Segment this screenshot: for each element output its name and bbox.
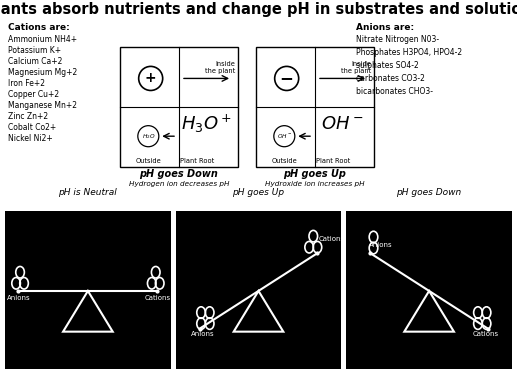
Bar [256, 47, 374, 168]
Title: pH is Neutral: pH is Neutral [58, 188, 117, 197]
Text: Inside
the plant: Inside the plant [205, 61, 235, 75]
Text: Anions: Anions [191, 331, 215, 337]
Text: Magnesium Mg+2: Magnesium Mg+2 [8, 68, 77, 77]
Text: bicarbonates CHO3-: bicarbonates CHO3- [356, 87, 433, 96]
Text: Outside: Outside [135, 158, 161, 165]
Text: Anions: Anions [7, 295, 30, 301]
Text: carbonates CO3-2: carbonates CO3-2 [356, 74, 425, 83]
Bar [120, 47, 238, 168]
Text: $OH^-$: $OH^-$ [321, 115, 363, 133]
Text: Outside: Outside [271, 158, 297, 165]
Text: Ammonium NH4+: Ammonium NH4+ [8, 35, 77, 44]
Text: Plant Root: Plant Root [315, 158, 350, 165]
Text: $OH^-$: $OH^-$ [277, 132, 292, 140]
Title: pH goes Up: pH goes Up [233, 188, 284, 197]
Text: Copper Cu+2: Copper Cu+2 [8, 90, 59, 99]
Text: Hydroxide ion increases pH: Hydroxide ion increases pH [265, 180, 365, 186]
Text: Anions are:: Anions are: [356, 23, 414, 32]
Title: pH goes Down: pH goes Down [397, 188, 462, 197]
Text: Nickel Ni2+: Nickel Ni2+ [8, 134, 53, 144]
Text: Plants absorb nutrients and change pH in substrates and solution: Plants absorb nutrients and change pH in… [0, 2, 517, 17]
Text: $H_3O^+$: $H_3O^+$ [180, 113, 232, 135]
Text: Calcium Ca+2: Calcium Ca+2 [8, 57, 63, 66]
Text: Cations: Cations [319, 236, 345, 242]
Text: Phosphates H3PO4, HPO4-2: Phosphates H3PO4, HPO4-2 [356, 48, 462, 57]
Text: Anions: Anions [369, 242, 393, 248]
Text: Cations: Cations [473, 331, 498, 337]
Text: Potassium K+: Potassium K+ [8, 46, 61, 55]
Text: pH goes Up: pH goes Up [283, 169, 346, 179]
Text: Iron Fe+2: Iron Fe+2 [8, 79, 45, 88]
Text: Hydrogen ion decreases pH: Hydrogen ion decreases pH [129, 180, 229, 186]
Text: Cobalt Co2+: Cobalt Co2+ [8, 123, 56, 132]
Text: pH goes Down: pH goes Down [140, 169, 219, 179]
Text: Inside
the plant: Inside the plant [341, 61, 371, 75]
Text: Cations are:: Cations are: [8, 23, 70, 32]
Text: −: − [280, 69, 294, 87]
Text: Plant Root: Plant Root [179, 158, 214, 165]
Text: Nitrate Nitrogen N03-: Nitrate Nitrogen N03- [356, 35, 439, 44]
Text: Manganese Mn+2: Manganese Mn+2 [8, 101, 77, 110]
Text: $H_2O$: $H_2O$ [142, 132, 155, 141]
Text: Zinc Zn+2: Zinc Zn+2 [8, 112, 48, 121]
Text: Cations: Cations [144, 295, 171, 301]
Text: +: + [145, 72, 157, 86]
Text: sulphates SO4-2: sulphates SO4-2 [356, 61, 419, 70]
